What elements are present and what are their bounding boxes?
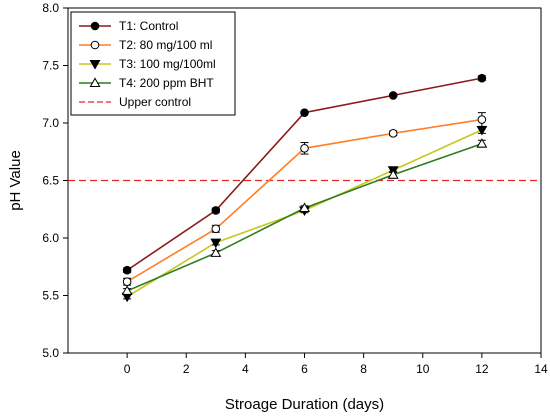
data-point	[211, 206, 221, 215]
legend-label: T3: 100 mg/100ml	[119, 57, 216, 71]
data-point	[90, 40, 100, 50]
data-point	[210, 247, 222, 257]
legend-label: T4: 200 ppm BHT	[119, 76, 214, 90]
data-point	[122, 277, 132, 287]
data-point	[90, 21, 100, 31]
series-2-points	[122, 112, 487, 287]
legend-label: T2: 80 mg/100 ml	[119, 38, 212, 52]
data-point	[121, 285, 133, 295]
series-1-points	[122, 73, 487, 275]
x-tick-label: 10	[416, 362, 430, 376]
x-tick-label: 4	[242, 362, 249, 376]
y-tick-label: 7.5	[42, 59, 59, 73]
series-layer	[121, 73, 488, 303]
data-point	[300, 144, 309, 153]
x-tick-label: 12	[475, 362, 489, 376]
data-point	[388, 91, 398, 100]
data-point	[388, 129, 398, 138]
data-point	[211, 224, 221, 234]
y-tick-label: 5.0	[42, 346, 59, 360]
legend: T1: Control T2: 80 mg/100 ml T3: 100 mg/10…	[70, 11, 236, 116]
data-point	[299, 202, 310, 213]
y-tick-label: 6.0	[42, 231, 59, 245]
data-point	[387, 169, 399, 179]
series-4-points	[121, 138, 488, 295]
y-tick-label: 6.5	[42, 174, 59, 188]
x-tick-label: 2	[183, 362, 190, 376]
data-point	[477, 115, 487, 124]
data-point	[89, 60, 101, 70]
data-point	[210, 238, 222, 249]
y-tick-label: 8.0	[42, 1, 59, 15]
y-axis-title: pH Value	[7, 150, 24, 211]
series-line	[126, 142, 483, 292]
y-axis: 5.0 5.5 6.0 6.5 7.0 7.5 8.0	[42, 1, 68, 360]
data-point	[476, 138, 488, 148]
legend-label: T1: Control	[119, 19, 178, 33]
x-axis: 0 2 4 6 8 10 12 14	[124, 353, 548, 376]
series-4	[126, 142, 483, 292]
data-point	[122, 265, 132, 275]
legend-label: Upper control	[119, 95, 191, 109]
data-point	[300, 108, 309, 117]
x-tick-label: 0	[124, 362, 131, 376]
x-tick-label: 6	[301, 362, 308, 376]
data-point	[89, 77, 101, 87]
x-tick-label: 14	[534, 362, 548, 376]
x-axis-title: Stroage Duration (days)	[225, 396, 384, 413]
y-tick-label: 5.5	[42, 289, 59, 303]
y-tick-label: 7.0	[42, 116, 59, 130]
data-point	[477, 73, 487, 83]
x-tick-label: 8	[360, 362, 367, 376]
data-point	[476, 125, 488, 136]
